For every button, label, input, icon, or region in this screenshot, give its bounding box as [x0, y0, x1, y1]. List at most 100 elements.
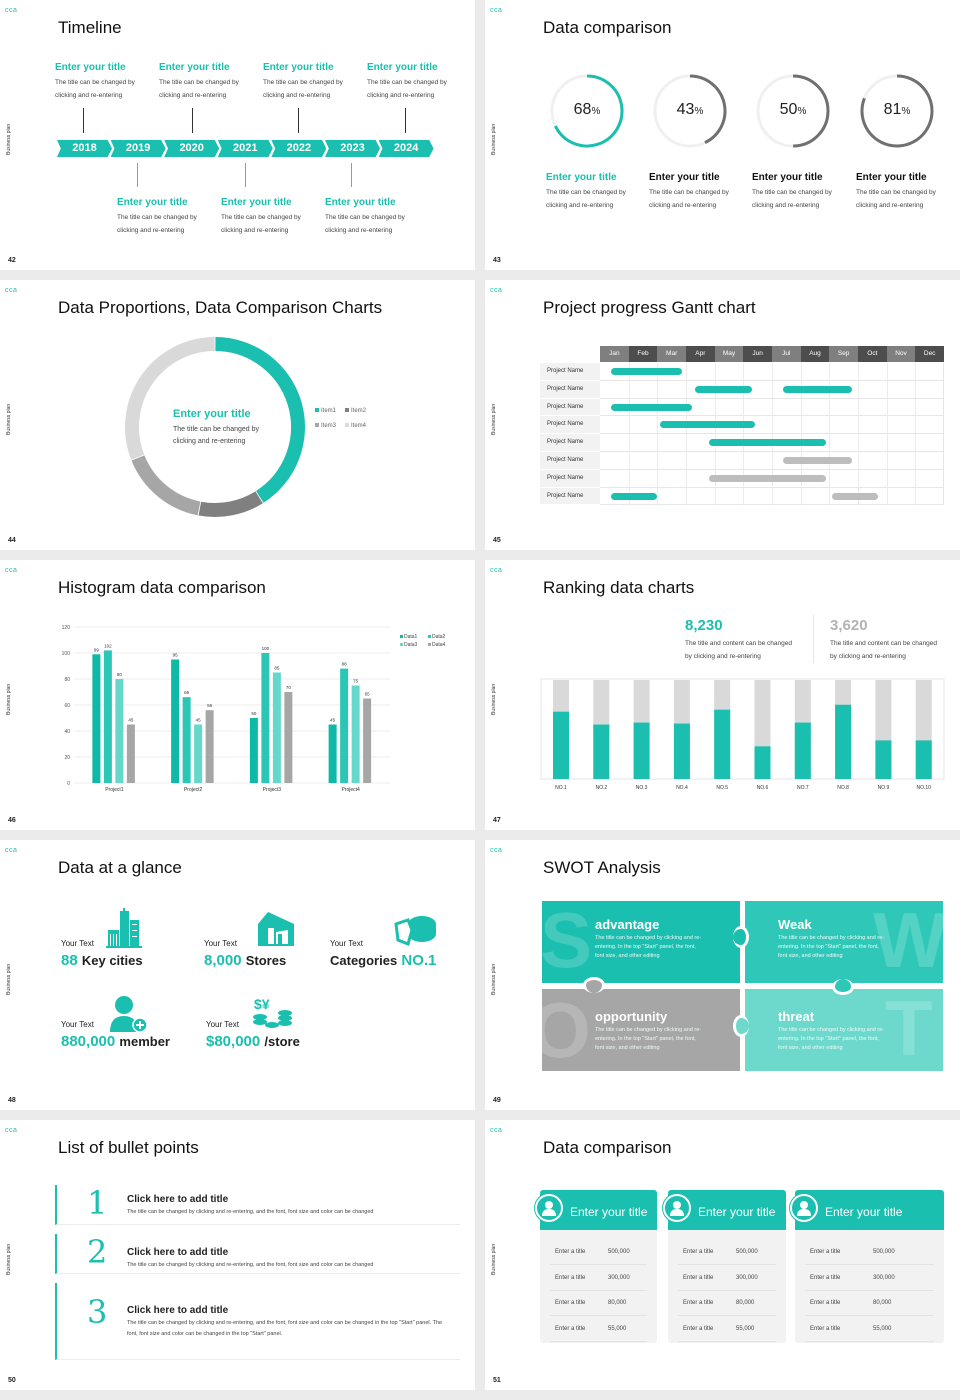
card-title: Enter your title: [825, 1205, 903, 1219]
gauge-unit: %: [591, 106, 601, 117]
bullet-text: The title can be changed by clicking and…: [127, 1320, 443, 1337]
card-row: Enter a title 500,000: [550, 1240, 647, 1265]
ranking-bar: [835, 704, 852, 779]
side-label: Business plan: [491, 1243, 497, 1275]
ranking-bar: [553, 711, 569, 779]
swot-text: The title can be changed by clicking and…: [595, 1027, 702, 1051]
bullet-item[interactable]: 2 Click here to add title The title can …: [55, 1233, 460, 1274]
x-tick-label: NO.6: [757, 785, 769, 791]
gauge-caption: Enter your title The title can be changed…: [649, 172, 729, 212]
gantt-gridline: [714, 363, 716, 506]
gantt-gridline: [743, 363, 745, 506]
donut-legend: Item1 Item2 Item3 Item4: [315, 408, 375, 429]
brand-mark: cca: [5, 847, 18, 854]
month-header: May: [714, 346, 744, 362]
histogram-bar: [351, 685, 360, 783]
side-label: Business plan: [491, 963, 497, 995]
histogram-bar: [126, 724, 135, 783]
brand-mark: cca: [490, 567, 503, 574]
bullet-number: 1: [87, 1184, 108, 1222]
row-label: Enter a title: [555, 1274, 586, 1281]
slide-ranking[interactable]: cca Business plan 47 Ranking data charts…: [485, 560, 960, 830]
histogram-bar: [182, 697, 191, 783]
row-value: 500,000: [608, 1249, 630, 1255]
slide-data-proportions[interactable]: cca Business plan 44 Data Proportions, D…: [0, 280, 475, 550]
card-row: Enter a title 80,000: [678, 1291, 776, 1316]
gantt-row-label: Project Name: [540, 363, 600, 381]
card-row: Enter a title 500,000: [678, 1240, 776, 1265]
timeline-item: Enter your title The title can be changed…: [55, 62, 135, 102]
bar-data-label: 45: [330, 718, 336, 723]
item-label: Your Text: [330, 939, 363, 948]
gauge-percent: 68%: [547, 101, 627, 119]
chart-frame: [540, 678, 945, 780]
puzzle-knob: [583, 977, 605, 993]
swot-weaknesses[interactable]: W Weak The title can be changed by click…: [745, 901, 943, 983]
bullet-item[interactable]: 3 Click here to add title The title can …: [55, 1283, 460, 1360]
gantt-gridline: [800, 363, 802, 506]
legend-label: Item2: [351, 408, 367, 414]
item-label: Your Text: [206, 1020, 239, 1029]
histogram-bar: [272, 672, 281, 783]
row-label: Enter a title: [810, 1300, 841, 1306]
year-marker: 2022: [271, 140, 327, 157]
swot-strengths[interactable]: S advantage The title can be changed by …: [542, 901, 740, 983]
slide-histogram[interactable]: cca Business plan 46 Histogram data comp…: [0, 560, 475, 830]
bullet-title: Click here to add title: [127, 1305, 229, 1316]
comparison-card: Enter your title Enter a title 500,000 Ente…: [535, 1190, 657, 1343]
item-suffix: /store: [264, 1034, 300, 1049]
timeline-item-title: Enter your title: [55, 62, 126, 73]
page-number: 44: [8, 537, 16, 544]
x-tick-label: NO.7: [797, 785, 809, 791]
slide-data-at-a-glance[interactable]: cca Business plan 48 Data at a glance Yo…: [0, 840, 475, 1110]
swot-threats[interactable]: T threat The title can be changed by cli…: [745, 989, 943, 1071]
legend-label: Data2: [432, 634, 446, 640]
donut-slice-item2: [198, 491, 263, 517]
row-label: Enter a title: [683, 1300, 714, 1306]
slide-bullet-points[interactable]: cca Business plan 50 List of bullet poin…: [0, 1120, 475, 1390]
timeline-item-text: The title can be changed by: [159, 79, 239, 86]
brand-mark: cca: [5, 287, 18, 294]
year-marker: 2019: [110, 140, 166, 157]
slide-data-comparison-cards[interactable]: cca Business plan 51 Data comparison Ent…: [485, 1120, 960, 1390]
page-number: 51: [493, 1377, 501, 1384]
histogram-bar: [171, 659, 180, 783]
timeline-item-text: clicking and re-entering: [367, 92, 435, 99]
slide-swot[interactable]: cca Business plan 49 SWOT Analysis S adv…: [485, 840, 960, 1110]
slide-timeline[interactable]: cca Business plan 42 Timeline 2018 2019 20…: [0, 0, 475, 270]
connector-line: [192, 108, 193, 133]
bullet-item[interactable]: 1 Click here to add title The title can …: [55, 1184, 460, 1225]
timeline-item-text: clicking and re-entering: [263, 92, 331, 99]
ranking-bar: [875, 740, 892, 779]
bar-data-label: 45: [196, 718, 202, 723]
row-label: Enter a title: [555, 1249, 586, 1255]
y-tick-label: 20: [64, 755, 70, 761]
card-icon-user-group-icon: [790, 1194, 818, 1222]
card-title: Enter your title: [698, 1205, 776, 1219]
swot-title: advantage: [595, 917, 660, 932]
month-header: Apr: [686, 346, 715, 362]
swot-opportunities[interactable]: O opportunity The title can be changed b…: [542, 989, 740, 1071]
bar-data-label: 100: [262, 646, 270, 651]
connector-line: [351, 163, 352, 187]
legend-label: Data4: [432, 642, 446, 648]
slide-title: Data Proportions, Data Comparison Charts: [58, 298, 383, 317]
gauge-text: clicking and re-entering: [649, 202, 717, 209]
gantt-row-label: Project Name: [540, 487, 600, 506]
legend-label: Item4: [351, 423, 367, 429]
connector-line: [245, 163, 246, 187]
gantt-bar: [611, 403, 692, 411]
slide-data-comparison-gauges[interactable]: cca Business plan 43 Data comparison 68%…: [485, 0, 960, 270]
year-marker: 2021: [217, 140, 273, 157]
slide-gantt[interactable]: cca Business plan 45 Project progress Ga…: [485, 280, 960, 550]
row-value: 80,000: [873, 1300, 892, 1306]
timeline-item-text: clicking and re-entering: [55, 92, 123, 99]
stat-line1: The title and content can be changed: [685, 640, 792, 647]
gauge-caption: Enter your title The title can be changed…: [546, 172, 626, 212]
card-row: Enter a title 300,000: [805, 1266, 934, 1291]
ranking-bar: [754, 746, 771, 779]
connector-line: [137, 163, 138, 187]
page-number: 50: [8, 1377, 16, 1384]
gauge-charts: [550, 74, 934, 148]
comparison-card: Enter your title Enter a title 500,000 Ente…: [790, 1190, 944, 1343]
